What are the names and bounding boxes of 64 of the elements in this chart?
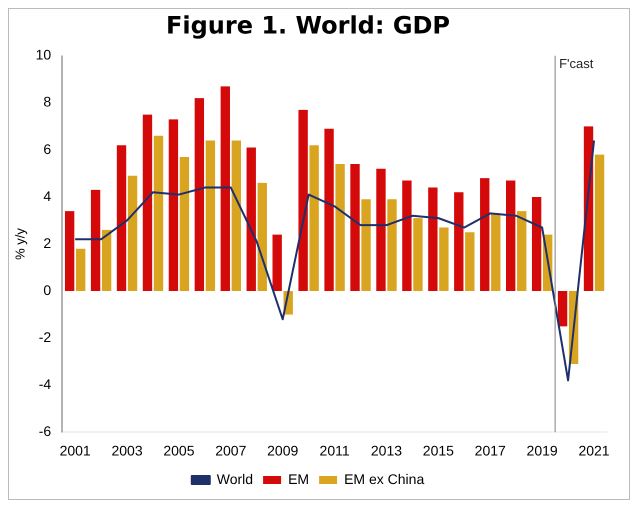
x-tick-label: 2007 bbox=[215, 442, 247, 458]
x-tick-label: 2009 bbox=[267, 442, 298, 458]
bar bbox=[594, 154, 604, 292]
legend-label: EM ex China bbox=[344, 470, 424, 487]
bar bbox=[454, 192, 464, 292]
legend-label: EM bbox=[288, 470, 310, 487]
y-tick-label: 4 bbox=[43, 188, 52, 204]
bar bbox=[258, 182, 267, 292]
bar bbox=[298, 110, 308, 292]
x-tick-label: 2013 bbox=[370, 442, 402, 458]
bar bbox=[413, 218, 423, 292]
bar bbox=[128, 176, 138, 292]
bar bbox=[102, 230, 112, 292]
bar bbox=[350, 164, 360, 292]
bar bbox=[142, 114, 152, 292]
bar bbox=[194, 98, 204, 292]
bar bbox=[387, 199, 397, 292]
x-tick-label: 2015 bbox=[422, 442, 454, 458]
bar bbox=[76, 248, 86, 292]
bar bbox=[480, 178, 490, 292]
bar bbox=[361, 199, 371, 292]
x-tick-label: 2011 bbox=[320, 442, 350, 458]
bar bbox=[272, 234, 282, 292]
y-tick-label: -2 bbox=[38, 328, 52, 345]
bar bbox=[309, 145, 319, 292]
y-tick-label: 8 bbox=[43, 94, 52, 110]
y-axis-title: % y/y bbox=[12, 228, 28, 260]
bar bbox=[376, 168, 386, 292]
bar bbox=[116, 145, 126, 292]
bar bbox=[439, 228, 449, 292]
y-tick-label: -4 bbox=[38, 376, 52, 392]
bar bbox=[154, 136, 164, 292]
bar bbox=[206, 140, 216, 292]
x-tick-label: 2001 bbox=[60, 442, 91, 458]
bar bbox=[168, 119, 178, 292]
y-tick-label: 10 bbox=[36, 46, 52, 63]
bar bbox=[220, 86, 230, 292]
bar bbox=[402, 180, 412, 292]
bar bbox=[517, 211, 526, 292]
bar bbox=[232, 140, 242, 292]
bar bbox=[465, 232, 475, 292]
bar bbox=[335, 164, 345, 292]
bar bbox=[180, 156, 190, 292]
x-tick-label: 2017 bbox=[474, 442, 506, 458]
x-tick-label: 2005 bbox=[163, 442, 195, 458]
bar bbox=[491, 213, 500, 292]
bar bbox=[324, 128, 334, 292]
bar bbox=[64, 211, 74, 292]
x-tick-label: 2019 bbox=[526, 442, 558, 458]
bar bbox=[428, 188, 438, 292]
y-tick-label: 6 bbox=[43, 140, 52, 157]
bar bbox=[558, 291, 568, 326]
bar bbox=[532, 196, 542, 292]
bar bbox=[90, 190, 100, 292]
x-tick-label: 2021 bbox=[578, 442, 610, 458]
bar bbox=[246, 148, 256, 292]
y-tick-label: -6 bbox=[38, 423, 52, 440]
legend-label: World bbox=[216, 470, 254, 487]
chart-title: Figure 1. World: GDP bbox=[166, 12, 450, 40]
y-tick-label: 2 bbox=[43, 234, 52, 251]
bar bbox=[506, 180, 516, 292]
ref-line-label: F'cast bbox=[559, 56, 594, 71]
y-tick-label: 0 bbox=[43, 282, 52, 298]
x-tick-label: 2003 bbox=[111, 442, 143, 458]
